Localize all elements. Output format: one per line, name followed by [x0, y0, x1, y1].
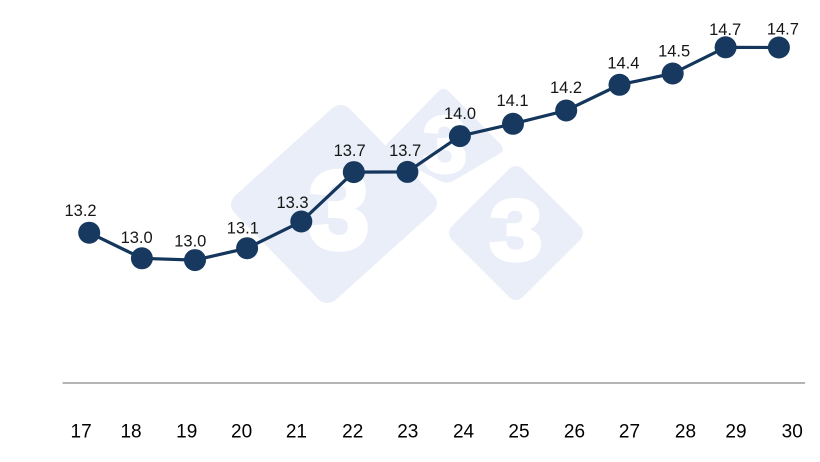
- svg-text:14.4: 14.4: [607, 55, 639, 73]
- svg-text:14.7: 14.7: [709, 21, 741, 39]
- svg-text:13.7: 13.7: [389, 142, 421, 160]
- svg-text:23: 23: [397, 421, 418, 442]
- svg-text:27: 27: [619, 421, 640, 442]
- svg-text:20: 20: [231, 421, 252, 442]
- svg-text:24: 24: [453, 421, 475, 442]
- svg-text:28: 28: [675, 421, 696, 442]
- svg-text:3: 3: [308, 149, 369, 272]
- svg-text:3: 3: [489, 183, 542, 279]
- svg-text:13.0: 13.0: [174, 233, 206, 251]
- svg-text:18: 18: [120, 421, 141, 442]
- svg-text:13.1: 13.1: [227, 220, 259, 238]
- svg-text:29: 29: [725, 421, 746, 442]
- svg-text:14.2: 14.2: [550, 79, 582, 97]
- svg-text:13.0: 13.0: [121, 229, 153, 247]
- svg-text:21: 21: [286, 421, 307, 442]
- svg-text:26: 26: [564, 421, 585, 442]
- svg-text:13.3: 13.3: [276, 194, 308, 212]
- svg-text:14.0: 14.0: [444, 105, 476, 123]
- svg-text:17: 17: [71, 421, 92, 442]
- svg-text:19: 19: [176, 421, 197, 442]
- svg-text:14.1: 14.1: [496, 92, 528, 110]
- svg-text:22: 22: [342, 421, 363, 442]
- svg-text:25: 25: [508, 421, 529, 442]
- svg-text:13.2: 13.2: [64, 202, 96, 220]
- svg-text:14.5: 14.5: [658, 43, 690, 61]
- svg-text:14.7: 14.7: [767, 21, 799, 39]
- svg-text:30: 30: [782, 421, 803, 442]
- svg-text:13.7: 13.7: [334, 142, 366, 160]
